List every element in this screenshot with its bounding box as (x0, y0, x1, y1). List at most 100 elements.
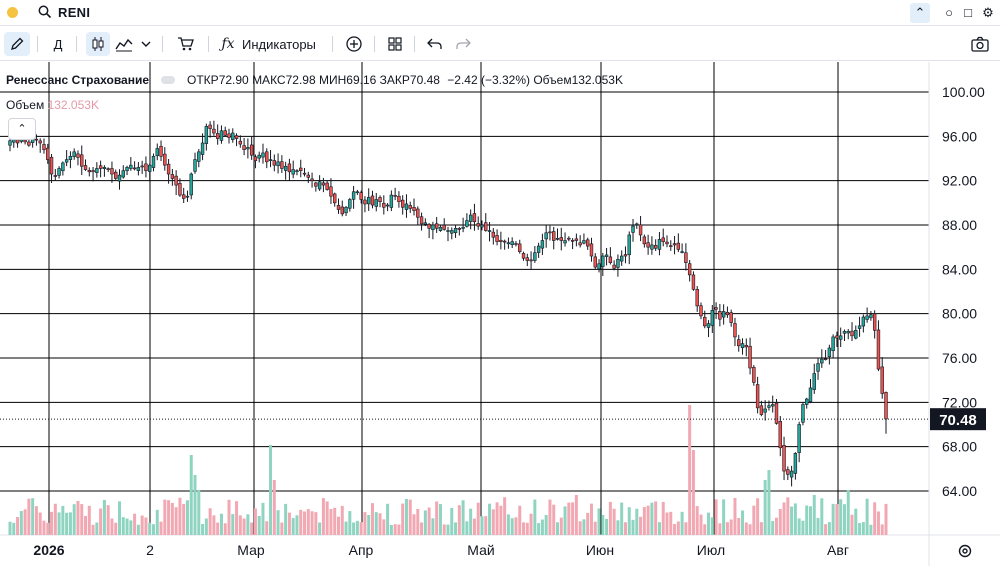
candle-body (434, 223, 439, 229)
volume-bar (242, 518, 246, 535)
candle-body (106, 168, 110, 170)
volume-bar (178, 497, 182, 535)
collapse-legend-button[interactable]: ⌃ (8, 118, 36, 140)
price-chart[interactable]: 100.00 96.00 92.00 88.00 84.00 80.00 76.00 72.0… (0, 62, 1000, 566)
candle-body (710, 310, 715, 326)
chevron-up-icon[interactable]: ⌃ (910, 3, 930, 23)
candle-body (502, 240, 507, 243)
candle-body (163, 153, 167, 166)
candle-body (265, 151, 269, 163)
candle-body (333, 193, 337, 204)
line-chart-icon[interactable] (113, 32, 135, 56)
candle-body (491, 231, 496, 238)
candle-body (450, 230, 454, 234)
redo-icon[interactable] (452, 32, 474, 56)
volume-bar (87, 505, 91, 535)
volume-bar (533, 499, 537, 535)
chevron-down-icon[interactable] (138, 32, 154, 56)
candle-body (155, 148, 159, 157)
search-icon[interactable] (38, 5, 52, 19)
candle-body (61, 162, 65, 172)
volume-bar (782, 502, 786, 535)
symbol-input[interactable]: RENI (58, 5, 91, 20)
open-label: ОТКР (187, 73, 219, 87)
close-icon[interactable]: ⚙ (982, 5, 994, 20)
volume-bar (699, 514, 703, 535)
candle-body (669, 245, 673, 247)
volume-bar (68, 512, 72, 535)
volume-bar (669, 511, 673, 535)
candle-body (525, 257, 529, 261)
volume-bar (639, 516, 643, 535)
volume-bar (303, 511, 307, 535)
candle-body (363, 199, 367, 205)
candles-icon[interactable] (86, 32, 110, 56)
candle-body (23, 139, 27, 143)
candle-body (846, 331, 850, 334)
minimize-icon[interactable]: ○ (945, 5, 953, 20)
gear-icon[interactable] (957, 543, 973, 559)
chart-toolbar: Д ƒx Индикаторы (0, 27, 1000, 61)
candle-body (555, 238, 560, 240)
candle-body (574, 238, 579, 241)
candle-body (287, 163, 292, 173)
add-icon[interactable] (342, 32, 366, 56)
pencil-icon[interactable] (4, 32, 30, 56)
layout-icon[interactable] (384, 32, 406, 56)
candle-body (280, 161, 284, 169)
volume-bar (420, 522, 424, 535)
volume-bar (578, 521, 582, 535)
candle-body (582, 240, 586, 244)
volume-bar (854, 508, 858, 535)
candle-body (657, 239, 662, 250)
volume-bar (661, 501, 665, 535)
legend-toggle-icon[interactable] (161, 76, 176, 85)
volume-bar (495, 502, 499, 535)
volume-bar (608, 501, 612, 535)
candle-body (291, 169, 295, 175)
volume-bar (556, 522, 559, 535)
volume-bar (389, 524, 393, 535)
candle-body (578, 242, 582, 246)
camera-icon[interactable] (968, 32, 992, 56)
candle-body (76, 153, 80, 158)
close-value: 70.48 (409, 73, 440, 87)
indicators-button[interactable]: Индикаторы (242, 36, 316, 52)
volume-bar (752, 505, 756, 535)
volume-bar (355, 520, 359, 535)
maximize-icon[interactable]: □ (964, 5, 972, 20)
candle-body (552, 231, 556, 241)
volume-bar (824, 524, 828, 535)
candle-body (631, 225, 635, 233)
fx-icon[interactable]: ƒx (221, 36, 235, 52)
y-tick-label: 80.00 (942, 306, 977, 322)
undo-icon[interactable] (424, 32, 446, 56)
candle-body (748, 345, 752, 369)
volume-bar (635, 508, 639, 535)
candle-body (219, 130, 224, 141)
volume-bar (514, 517, 518, 535)
volume-bar (53, 503, 57, 535)
instrument-name[interactable]: Ренессанс Страхование (6, 73, 150, 87)
volume-bar (695, 506, 699, 535)
candle-body (174, 175, 178, 186)
volume-bar (793, 503, 797, 535)
candle-body (536, 245, 541, 253)
candle-body (759, 405, 764, 415)
candle-body (151, 155, 156, 168)
candle-body (299, 167, 303, 171)
candle-body (653, 245, 658, 249)
volume-bar (646, 505, 650, 535)
cart-icon[interactable] (174, 32, 198, 56)
volume-bar (182, 503, 186, 535)
candle-body (46, 147, 50, 160)
candle-body (778, 421, 782, 449)
volume-bar (808, 506, 812, 535)
interval-button[interactable]: Д (53, 36, 63, 52)
candle-body (638, 224, 643, 236)
candle-body (665, 241, 669, 245)
volume-bar (306, 509, 310, 535)
candle-body (242, 145, 246, 150)
candle-body (261, 152, 265, 158)
candle-body (34, 138, 39, 141)
